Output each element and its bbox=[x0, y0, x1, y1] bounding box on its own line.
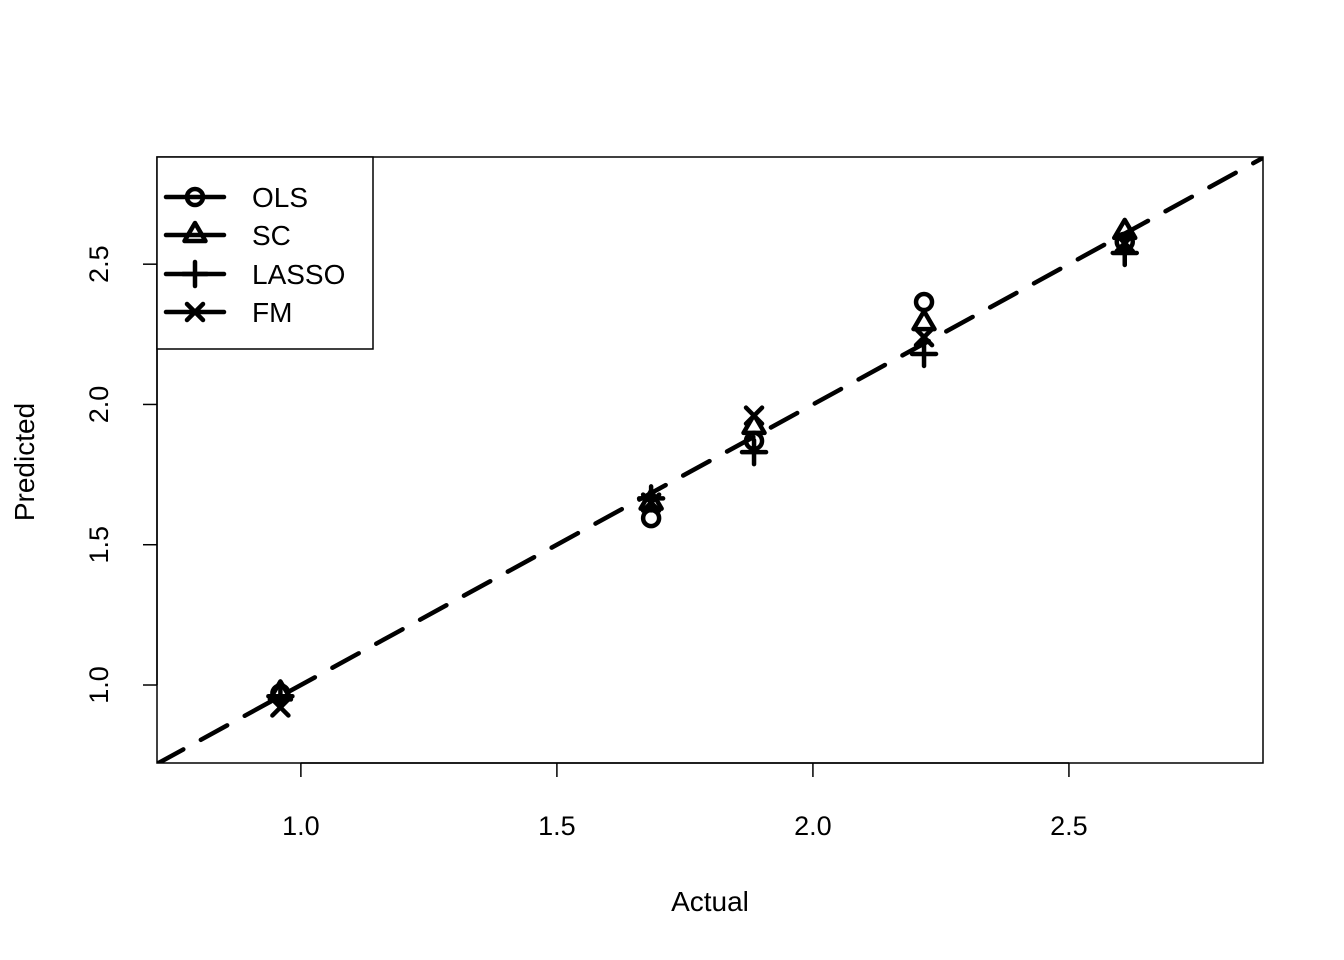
y-tick-label: 1.0 bbox=[84, 666, 114, 704]
point-sc-4 bbox=[911, 308, 937, 332]
point-fm-3 bbox=[743, 405, 765, 426]
y-tick-label: 2.5 bbox=[84, 245, 114, 283]
y-tick-label: 1.5 bbox=[84, 526, 114, 564]
x-axis: 1.0 1.5 2.0 2.5 bbox=[282, 762, 1088, 841]
x-axis-label: Actual bbox=[671, 886, 749, 917]
point-fm-4 bbox=[913, 326, 935, 348]
point-lasso-2 bbox=[636, 484, 666, 513]
legend-plus-icon bbox=[180, 259, 210, 289]
point-lasso-1 bbox=[266, 681, 295, 711]
legend-triangle-icon bbox=[182, 220, 208, 244]
point-ols-4 bbox=[913, 291, 935, 313]
legend-label: LASSO bbox=[252, 259, 345, 290]
point-fm-2 bbox=[640, 492, 662, 513]
reference-line bbox=[157, 157, 1263, 763]
legend-item-fm: FM bbox=[163, 297, 292, 328]
point-fm-1 bbox=[270, 697, 291, 718]
x-tick-label: 2.0 bbox=[794, 811, 832, 841]
y-axis-label: Predicted bbox=[9, 403, 40, 521]
legend-label: SC bbox=[252, 220, 291, 251]
point-sc-5 bbox=[1112, 217, 1138, 241]
y-axis: 1.0 1.5 2.0 2.5 bbox=[84, 245, 158, 704]
point-lasso-3 bbox=[739, 437, 769, 467]
legend-cross-icon bbox=[184, 301, 206, 323]
legend-item-ols: OLS bbox=[163, 182, 308, 213]
x-tick-label: 2.5 bbox=[1050, 811, 1088, 841]
legend-circle-icon bbox=[184, 186, 206, 208]
legend-item-lasso: LASSO bbox=[163, 259, 345, 290]
x-tick-label: 1.5 bbox=[538, 811, 576, 841]
y-tick-label: 2.0 bbox=[84, 386, 114, 424]
legend: OLS SC LASSO FM bbox=[156, 156, 374, 350]
legend-label: FM bbox=[252, 297, 292, 328]
point-lasso-4 bbox=[909, 339, 939, 369]
x-tick-label: 1.0 bbox=[282, 811, 320, 841]
point-fm-5 bbox=[1114, 232, 1135, 254]
legend-item-sc: SC bbox=[163, 220, 291, 251]
legend-label: OLS bbox=[252, 182, 308, 213]
